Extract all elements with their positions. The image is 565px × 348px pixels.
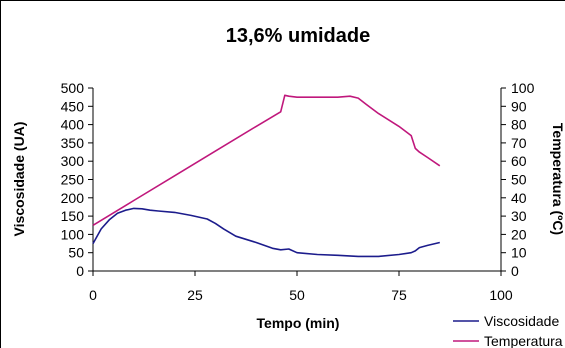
y2-tick-label: 10: [511, 245, 527, 261]
y-tick-label: 250: [61, 172, 85, 188]
axes: [88, 87, 506, 276]
y-axis-label: Viscosidade (UA): [11, 122, 27, 237]
series-line-viscosidade: [92, 207, 440, 258]
y-tick-label: 450: [61, 98, 85, 114]
y-tick-label: 500: [61, 80, 85, 96]
tick-labels: 0501001502002503003504004505000102030405…: [61, 80, 535, 303]
x-tick-label: 50: [289, 287, 305, 303]
x-axis-label: Tempo (min): [257, 315, 340, 331]
x-tick-label: 75: [391, 287, 407, 303]
legend-label-viscosidade: Viscosidade: [484, 313, 559, 329]
y2-tick-label: 80: [511, 117, 527, 133]
y-tick-label: 350: [61, 135, 85, 151]
y2-tick-label: 20: [511, 226, 527, 242]
y2-tick-label: 100: [511, 80, 535, 96]
y-tick-label: 50: [68, 245, 84, 261]
y2-tick-label: 90: [511, 98, 527, 114]
y-tick-label: 400: [61, 117, 85, 133]
y2-axis-label: Temperatura (ºC): [550, 123, 565, 235]
y-tick-label: 300: [61, 153, 85, 169]
y2-tick-label: 70: [511, 135, 527, 151]
x-tick-label: 0: [89, 287, 97, 303]
x-tick-label: 25: [187, 287, 203, 303]
y2-tick-label: 0: [511, 263, 519, 279]
legend: Viscosidade Temperatura: [453, 313, 563, 348]
y-tick-label: 0: [76, 263, 84, 279]
y-tick-label: 200: [61, 190, 85, 206]
y-tick-label: 100: [61, 226, 85, 242]
legend-label-temperatura: Temperatura: [484, 333, 563, 348]
y2-tick-label: 40: [511, 190, 527, 206]
y-tick-label: 150: [61, 208, 85, 224]
plot-lines: [92, 94, 441, 258]
y2-tick-label: 30: [511, 208, 527, 224]
y2-tick-label: 60: [511, 153, 527, 169]
y2-tick-label: 50: [511, 172, 527, 188]
chart-title: 13,6% umidade: [226, 25, 371, 47]
series-line-temperatura: [92, 94, 441, 226]
x-tick-label: 100: [489, 287, 513, 303]
